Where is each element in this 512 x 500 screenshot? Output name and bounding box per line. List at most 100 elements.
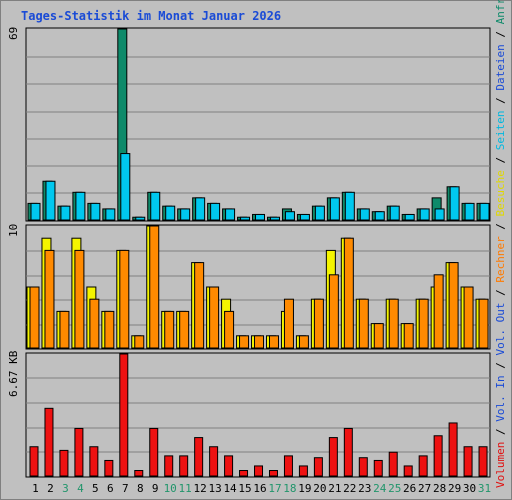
bar-dateien-day-29: [449, 186, 460, 221]
x-tick-label-24: 24: [373, 482, 387, 495]
bar-rechner-day-30: [463, 286, 474, 349]
panel-2: [25, 352, 491, 478]
bar-rechner-day-19: [298, 335, 309, 349]
bar-dateien-day-3: [60, 205, 71, 221]
bar-rechner-day-5: [89, 298, 100, 349]
x-tick-label-15: 15: [238, 482, 251, 495]
bar-volumen-day-8: [134, 470, 144, 477]
bar-volumen-day-22: [343, 427, 353, 477]
bar-dateien-day-7: [120, 153, 131, 221]
panel-0: [25, 27, 491, 222]
bar-dateien-day-23: [359, 208, 370, 221]
bar-rechner-day-10: [164, 310, 175, 349]
bar-rechner-day-26: [403, 323, 414, 349]
x-tick-label-14: 14: [223, 482, 237, 495]
bar-volumen-day-15: [239, 470, 249, 477]
bar-rechner-day-22: [343, 237, 354, 349]
bar-rechner-day-11: [179, 310, 190, 349]
bar-dateien-day-9: [150, 191, 161, 221]
x-tick-label-3: 3: [62, 482, 69, 495]
bar-rechner-day-9: [149, 225, 160, 349]
bar-rechner-day-23: [358, 298, 369, 349]
bar-volumen-day-12: [194, 437, 204, 477]
bar-volumen-day-9: [149, 427, 159, 477]
bar-dateien-day-18: [284, 211, 295, 221]
x-tick-label-27: 27: [418, 482, 431, 495]
bar-dateien-day-30: [464, 202, 475, 221]
x-tick-label-7: 7: [122, 482, 129, 495]
bar-volumen-day-1: [29, 446, 39, 477]
bar-volumen-day-14: [224, 455, 234, 477]
bar-dateien-day-1: [30, 202, 41, 221]
x-tick-label-12: 12: [194, 482, 207, 495]
bar-dateien-day-17: [269, 216, 280, 221]
bar-dateien-day-22: [344, 191, 355, 221]
x-tick-label-10: 10: [164, 482, 177, 495]
bar-volumen-day-27: [418, 455, 428, 477]
bar-dateien-day-10: [165, 205, 176, 221]
bar-rechner-day-27: [418, 298, 429, 349]
x-tick-label-30: 30: [463, 482, 476, 495]
bar-rechner-day-18: [283, 298, 294, 349]
x-tick-label-2: 2: [47, 482, 54, 495]
x-tick-label-13: 13: [208, 482, 221, 495]
bar-volumen-day-4: [74, 427, 84, 477]
bar-volumen-day-24: [373, 459, 383, 477]
bar-rechner-day-4: [74, 249, 85, 349]
bar-dateien-day-16: [255, 213, 266, 221]
bar-rechner-day-3: [59, 310, 70, 349]
bar-volumen-day-29: [448, 422, 458, 477]
bar-dateien-day-5: [90, 202, 101, 221]
chart-title: Tages-Statistik im Monat Januar 2026: [21, 9, 282, 23]
x-tick-label-17: 17: [268, 482, 281, 495]
bar-volumen-day-13: [209, 446, 219, 477]
bar-rechner-day-7: [119, 249, 130, 349]
bar-volumen-day-18: [283, 455, 293, 477]
bar-dateien-day-27: [419, 208, 430, 221]
bar-rechner-day-14: [224, 310, 235, 349]
bar-volumen-day-7: [119, 353, 129, 477]
x-tick-label-25: 25: [388, 482, 401, 495]
bar-rechner-day-31: [478, 298, 489, 349]
x-tick-label-4: 4: [77, 482, 84, 495]
bar-dateien-day-14: [225, 208, 236, 221]
x-tick-label-6: 6: [107, 482, 114, 495]
bar-dateien-day-28: [434, 208, 445, 221]
bar-rechner-day-21: [328, 274, 339, 349]
bar-volumen-day-31: [478, 446, 488, 477]
bar-rechner-day-13: [209, 286, 220, 349]
bar-volumen-day-23: [358, 457, 368, 477]
bar-dateien-day-6: [105, 208, 116, 221]
bar-rechner-day-12: [194, 262, 205, 349]
bar-dateien-day-4: [75, 191, 86, 221]
bar-volumen-day-5: [89, 446, 99, 477]
bar-volumen-day-19: [298, 465, 308, 477]
bar-dateien-day-31: [479, 202, 490, 221]
bar-dateien-day-25: [389, 205, 400, 221]
x-tick-label-23: 23: [358, 482, 371, 495]
bar-rechner-day-29: [448, 262, 459, 349]
x-tick-label-1: 1: [32, 482, 39, 495]
x-tick-label-20: 20: [313, 482, 326, 495]
bar-rechner-day-28: [433, 274, 444, 349]
x-tick-label-29: 29: [448, 482, 461, 495]
bar-dateien-day-15: [240, 216, 251, 221]
x-tick-label-19: 19: [298, 482, 311, 495]
x-tick-label-18: 18: [283, 482, 296, 495]
bar-dateien-day-21: [329, 197, 340, 221]
x-tick-label-8: 8: [137, 482, 144, 495]
bar-dateien-day-2: [45, 180, 56, 221]
bar-rechner-day-17: [268, 335, 279, 349]
bar-rechner-day-25: [388, 298, 399, 349]
bar-dateien-day-19: [299, 213, 310, 221]
bar-rechner-day-24: [373, 323, 384, 349]
bar-volumen-day-20: [313, 457, 323, 477]
bar-dateien-day-11: [180, 208, 191, 221]
bar-dateien-day-12: [195, 197, 206, 221]
bar-volumen-day-28: [433, 435, 443, 477]
bar-rechner-day-8: [134, 335, 145, 349]
bar-rechner-day-2: [44, 249, 55, 349]
x-tick-label-22: 22: [343, 482, 356, 495]
bar-dateien-day-20: [314, 205, 325, 221]
